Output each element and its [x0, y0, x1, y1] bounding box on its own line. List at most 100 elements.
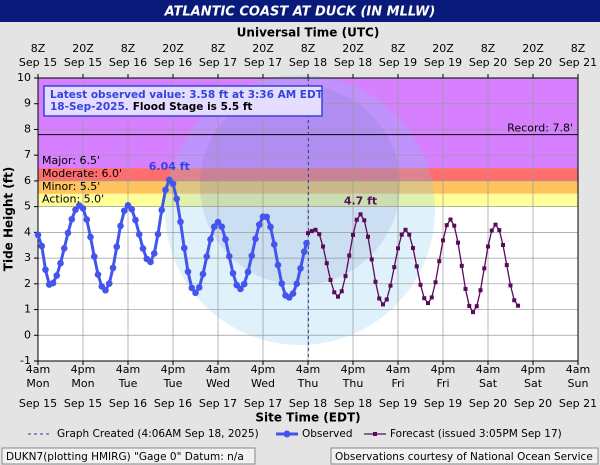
observed-point — [180, 244, 188, 252]
x2-tick-label: Sep 21 — [559, 56, 597, 69]
observed-point — [128, 205, 136, 213]
legend-swatch — [373, 432, 377, 436]
observed-point — [195, 284, 203, 291]
forecast-point — [418, 282, 423, 287]
x2-tick-label: 8Z — [301, 42, 316, 55]
forecast-point — [437, 259, 442, 264]
forecast-point — [441, 238, 445, 243]
observed-point — [147, 258, 154, 266]
observed-point — [102, 286, 109, 294]
x-tick-label: Sep 16 — [109, 397, 147, 410]
observed-point — [300, 248, 308, 255]
annotation: 4.7 ft — [344, 194, 377, 207]
observed-point — [244, 268, 252, 276]
observed-point — [192, 289, 199, 297]
legend-swatch — [283, 430, 291, 438]
observed-point — [83, 216, 91, 223]
record-label: Record: 7.8' — [507, 122, 573, 135]
observed-point — [263, 213, 271, 221]
observed-point — [150, 250, 158, 257]
x2-tick-label: 8Z — [31, 42, 46, 55]
x-tick-label: Sun — [568, 377, 589, 390]
forecast-point — [407, 232, 412, 237]
x-tick-label: 4am — [116, 363, 140, 376]
forecast-point — [328, 277, 333, 282]
forecast-point — [463, 286, 468, 291]
x2-tick-label: Sep 19 — [379, 56, 417, 69]
observed-point — [214, 218, 222, 226]
x-tick-label: Mon — [71, 377, 94, 390]
x-tick-label: 4pm — [71, 363, 96, 376]
forecast-point — [512, 298, 517, 303]
forecast-point — [489, 228, 494, 233]
observed-point — [293, 280, 301, 288]
forecast-point — [426, 301, 430, 306]
observed-point — [222, 236, 229, 243]
legend-label: Forecast (issued 3:05PM Sep 17) — [390, 428, 562, 440]
observed-point — [289, 290, 297, 297]
watermark — [165, 75, 435, 345]
observed-point — [169, 180, 177, 188]
observed-point — [173, 195, 181, 203]
forecast-point — [324, 261, 329, 266]
forecast-point — [433, 280, 438, 285]
observed-point — [64, 229, 72, 237]
y-tick-label: 8 — [24, 122, 31, 135]
forecast-point — [422, 296, 427, 301]
x-tick-label: Wed — [251, 377, 275, 390]
forecast-point — [388, 283, 393, 288]
observed-point — [105, 280, 113, 287]
observed-point — [57, 259, 64, 267]
stage-label: Minor: 5.5' — [42, 180, 100, 193]
observed-point — [132, 216, 139, 224]
forecast-point — [471, 310, 475, 315]
x2-tick-label: 8Z — [211, 42, 226, 55]
forecast-point — [384, 297, 389, 302]
observed-point — [90, 253, 98, 260]
x-tick-label: 4pm — [431, 363, 456, 376]
legend-label: Observed — [302, 428, 353, 440]
info-line: 18-Sep-2025. Flood Stage is 5.5 ft — [50, 101, 252, 113]
forecast-point — [343, 274, 348, 279]
footer-box — [330, 447, 599, 465]
forecast-point — [347, 253, 352, 258]
observed-point — [184, 268, 192, 276]
forecast-point — [362, 218, 367, 223]
footer-box — [1, 447, 256, 465]
stage-label: Moderate: 6.0' — [42, 167, 122, 180]
observed-point — [297, 265, 304, 272]
y-tick-label: 5 — [24, 200, 31, 213]
x-tick-label: Wed — [206, 377, 230, 390]
observed-point — [135, 231, 143, 238]
x2-tick-label: Sep 18 — [289, 56, 327, 69]
x-tick-label: Thu — [342, 377, 364, 390]
observed-point — [79, 205, 87, 212]
x2-tick-label: Sep 15 — [64, 56, 102, 69]
x-tick-label: Fri — [436, 377, 449, 390]
forecast-point — [321, 244, 325, 249]
forecast-point — [448, 217, 453, 222]
x-tick-label: 4pm — [161, 363, 186, 376]
x-tick-label: Tue — [118, 377, 138, 390]
observed-point — [248, 252, 256, 260]
observed-point — [252, 235, 259, 243]
x2-tick-label: Sep 20 — [469, 56, 507, 69]
x2-tick-label: Sep 17 — [199, 56, 237, 69]
forecast-point — [339, 289, 344, 294]
observed-point — [255, 221, 263, 228]
observed-point — [229, 269, 237, 277]
observed-point — [94, 271, 102, 278]
x2-tick-label: 20Z — [72, 42, 94, 55]
forecast-point — [381, 302, 385, 307]
forecast-point — [482, 266, 487, 271]
observed-point — [274, 261, 282, 269]
observed-point — [240, 280, 248, 288]
x-tick-label: Sep 15 — [19, 397, 57, 410]
observed-point — [154, 230, 162, 238]
forecast-point — [306, 231, 310, 236]
observed-point — [225, 252, 233, 260]
x-tick-label: 4pm — [251, 363, 276, 376]
x-tick-label: 4pm — [341, 363, 366, 376]
y-tick-label: 1 — [24, 303, 31, 316]
